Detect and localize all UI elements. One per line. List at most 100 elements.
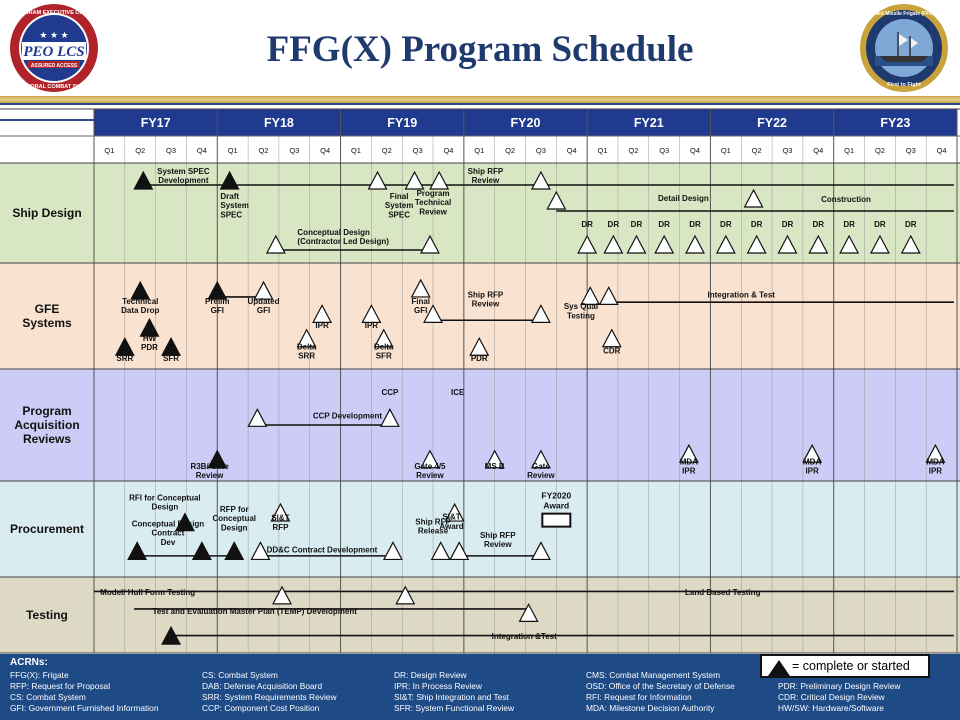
milestone-triangle <box>312 304 333 323</box>
row-label-proc: Procurement <box>10 522 84 536</box>
milestone-triangle <box>272 585 293 605</box>
milestone-label-integration-test: Integration &Test <box>492 632 558 641</box>
milestone-triangle <box>253 280 274 300</box>
milestone-complete-triangle <box>133 170 154 190</box>
quarter-label: Q1 <box>844 146 854 155</box>
row-band-ship_design <box>0 163 960 263</box>
quarter-label: Q4 <box>567 146 577 155</box>
milestone-triangle <box>518 603 539 622</box>
acronym-entry: GFI: Government Furnished Information <box>10 703 159 713</box>
milestone-label-delta: Delta SFR <box>374 342 394 360</box>
milestone-triangle <box>808 234 829 254</box>
ffgx-logo: Guided Missile Frigate (FFG(X)) First to… <box>860 4 948 92</box>
filled-triangle-icon <box>768 660 790 676</box>
milestone-label-si-t: SI&T Award <box>439 513 463 531</box>
milestone-triangle <box>379 408 400 427</box>
quarter-label: Q4 <box>813 146 823 155</box>
milestone-triangle <box>598 286 619 305</box>
acronym-entry: IPR: In Process Review <box>394 681 482 691</box>
quarter-label: Q2 <box>259 146 269 155</box>
milestone-triangle <box>925 443 946 463</box>
milestone-label-dr: DR <box>751 220 763 229</box>
acronym-entry: SRR: System Requirements Review <box>202 692 337 702</box>
milestone-triangle <box>430 541 451 561</box>
logo-top-text: PROGRAM EXECUTIVE OFFICE <box>12 10 95 16</box>
logo-bottom-text: First to Fight <box>887 82 921 88</box>
quarter-label: Q4 <box>690 146 700 155</box>
milestone-triangle <box>410 278 431 298</box>
acronym-entry: CCP: Component Cost Position <box>202 703 320 713</box>
row-label-ship_design: Ship Design <box>12 206 81 220</box>
milestone-label-dr: DR <box>874 220 886 229</box>
milestone-triangle <box>361 304 382 323</box>
fiscal-year-label: FY17 <box>141 116 171 130</box>
fy-header-band <box>94 109 957 136</box>
milestone-label-mda: MDA IPR <box>926 457 944 475</box>
acronym-entry: CS: Combat System <box>10 692 86 702</box>
quarter-label: Q2 <box>382 146 392 155</box>
milestone-label-construction: Construction <box>821 195 871 204</box>
fiscal-year-label: FY20 <box>511 116 541 130</box>
quarter-label: Q2 <box>135 146 145 155</box>
quarter-label: Q1 <box>351 146 361 155</box>
milestone-complete-triangle <box>207 449 228 469</box>
milestone-label-technical: Technical Data Drop <box>121 297 159 315</box>
milestone-complete-triangle <box>174 512 195 532</box>
milestone-triangle <box>419 449 440 469</box>
milestone-label-rfi-for-conceptual: RFI for Conceptual Design <box>129 494 201 512</box>
milestone-complete-triangle <box>191 541 212 561</box>
milestone-triangle <box>802 443 823 463</box>
milestone-complete-triangle <box>161 625 182 645</box>
acronym-entry: CDR: Critical Design Review <box>778 692 885 702</box>
milestone-label-r3b-gate: R3B/ Gate Review <box>190 462 229 480</box>
milestone-label-mda: MDA IPR <box>803 457 821 475</box>
milestone-triangle <box>685 234 706 254</box>
milestone-label-test-and-evaluation-master-plan-temp-development: Test and Evaluation Master Plan (TEMP) D… <box>153 607 358 616</box>
milestone-label-system-spec: System SPEC Development <box>157 167 210 185</box>
milestone-triangle <box>530 541 551 561</box>
milestone-label-ccp-development: CCP Development <box>313 411 383 420</box>
quarter-label: Q4 <box>937 146 947 155</box>
milestone-complete-triangle <box>219 170 240 190</box>
milestone-label-dr: DR <box>905 220 917 229</box>
milestone-label-model-hull-form-testing: Model/ Hull Form Testing <box>100 588 195 597</box>
milestone-triangle <box>530 304 551 323</box>
quarter-label: Q3 <box>659 146 669 155</box>
quarter-label: Q3 <box>166 146 176 155</box>
milestone-triangle <box>270 502 291 522</box>
svg-text:★ ★ ★: ★ ★ ★ <box>39 30 68 40</box>
acronym-entry: DAB: Defense Acquisition Board <box>202 681 323 691</box>
milestone-label-draft: Draft System SPEC <box>220 192 248 219</box>
acronym-entry: OSD: Office of the Secretary of Defense <box>586 681 735 691</box>
milestone-triangle <box>900 234 921 254</box>
milestone-label-srr: SRR <box>116 354 133 363</box>
milestone-label-dr: DR <box>631 220 643 229</box>
milestone-label-conceptual-design: Conceptual Design Contract Dev <box>132 519 205 546</box>
milestone-label-conceptual-design: Conceptual Design (Contractor Led Design) <box>297 228 389 246</box>
quarter-label: Q3 <box>289 146 299 155</box>
milestone-complete-triangle <box>224 541 245 561</box>
milestone-label-sys-qual: Sys Qual Testing <box>564 302 598 320</box>
acronym-entry: DR: Design Review <box>394 670 467 680</box>
logo-ribbon-text: ASSURED ACCESS <box>31 63 78 69</box>
acronym-legend: ACRNs: FFG(X): Frigate RFP: Request for P… <box>0 654 960 720</box>
milestone-label-ship-rfp: Ship RFP Review <box>480 531 516 549</box>
row-band-acq <box>0 369 960 481</box>
milestone-label-updated: Updated GFI <box>248 297 280 315</box>
milestone-triangle <box>373 328 394 348</box>
peo-lcs-logo: PEO LCS ASSURED ACCESS PROGRAM EXECUTIVE… <box>10 4 98 92</box>
quarter-label: Q4 <box>197 146 207 155</box>
row-label-acq: Program Acquisition Reviews <box>14 404 79 446</box>
quarter-label: Q1 <box>721 146 731 155</box>
milestone-triangle <box>296 328 317 348</box>
milestone-triangle <box>746 234 767 254</box>
row-band-testing <box>0 577 960 653</box>
milestone-triangle <box>449 541 470 561</box>
acronym-entry: HW/SW: Hardware/Software <box>778 703 884 713</box>
fiscal-year-label: FY22 <box>757 116 787 130</box>
milestone-complete-triangle <box>130 280 151 300</box>
milestone-triangle <box>382 541 403 561</box>
milestone-complete-triangle <box>207 280 228 300</box>
legend-key: = complete or started <box>760 654 930 678</box>
milestone-label-si-t: SI&T RFP <box>271 514 289 532</box>
